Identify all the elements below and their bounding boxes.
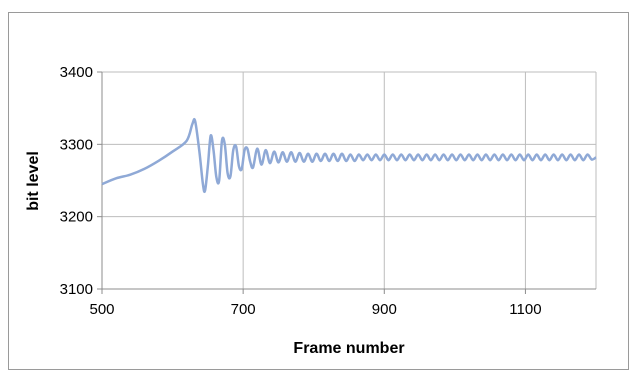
y-tick-label: 3100 (60, 281, 93, 298)
x-tick-label: 500 (89, 301, 114, 318)
x-tick-label: 900 (372, 301, 397, 318)
x-tick-label: 1100 (509, 301, 541, 318)
y-tick-label: 3200 (60, 209, 93, 226)
x-axis-label: Frame number (293, 340, 404, 357)
grid-lines (102, 71, 597, 289)
series-line (101, 117, 597, 194)
axes (97, 71, 596, 294)
y-tick-label: 3300 (60, 136, 93, 153)
x-tick-label: 700 (231, 301, 256, 318)
tick-labels: 3100 3200 3300 3400 500 700 900 1100 (60, 64, 542, 318)
y-tick-label: 3400 (60, 64, 93, 81)
series-layer (101, 117, 597, 194)
y-axis-label: bit level (25, 151, 42, 211)
